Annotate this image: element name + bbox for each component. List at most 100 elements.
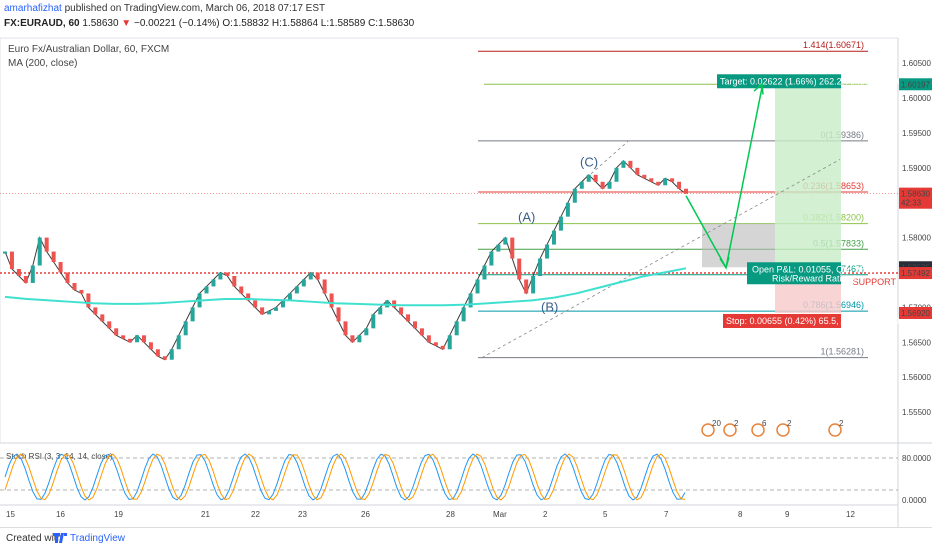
price-tick-label: 1.55500 — [902, 408, 931, 417]
price-candle — [121, 335, 126, 339]
price-axis-badge — [899, 306, 932, 319]
price-candle — [496, 244, 501, 252]
price-candle — [37, 237, 42, 266]
price-candle — [280, 300, 285, 308]
price-candle — [308, 272, 313, 280]
price-candle — [267, 310, 272, 315]
price-candle — [315, 272, 320, 280]
price-candle — [51, 251, 56, 263]
price-candle — [426, 335, 431, 343]
price-tick-label: 1.60500 — [902, 59, 931, 68]
price-candle — [135, 335, 140, 343]
tradingview-logo-icon — [53, 533, 67, 543]
price-tick-label: 1.59500 — [902, 129, 931, 138]
rr-label: Risk/Reward Ratio: 4 — [772, 273, 857, 283]
price-candle — [538, 258, 543, 276]
price-candle — [79, 289, 84, 294]
published-text: published on TradingView.com, March 06, … — [64, 3, 326, 14]
price-candle — [565, 202, 570, 217]
price-candle — [253, 300, 258, 308]
price-candle — [649, 178, 654, 182]
price-candle — [9, 251, 14, 270]
event-count: 2 — [839, 419, 844, 428]
price-candle — [3, 251, 7, 254]
ma-series-line — [4, 267, 687, 307]
fib-level-label: 0(1.59386) — [820, 130, 864, 140]
price-candle — [301, 279, 306, 287]
stop-label: Stop: 0.00655 (0.42%) 65.5, Amount: 750.… — [726, 316, 904, 326]
price-candle — [294, 286, 299, 294]
price-candle — [107, 321, 112, 329]
price-candle — [86, 293, 91, 308]
event-icon — [828, 423, 842, 437]
price-candle — [475, 279, 480, 294]
time-tick-label: 26 — [361, 510, 370, 519]
price-candle — [58, 262, 63, 273]
time-tick-label: 23 — [298, 510, 307, 519]
price-tick-label: 1.56000 — [902, 373, 931, 382]
price-candle — [524, 279, 529, 294]
price-candle — [531, 275, 536, 294]
time-tick-label: 19 — [114, 510, 123, 519]
time-tick-label: 9 — [785, 510, 790, 519]
projection-arrowhead — [753, 82, 764, 95]
time-tick-label: 7 — [664, 510, 669, 519]
trendline — [481, 159, 841, 358]
chart-legend: Euro Fx/Australian Dollar, 60, FXCM MA (… — [8, 43, 169, 71]
price-candle — [489, 251, 494, 266]
price-candle — [433, 342, 438, 346]
price-candle — [336, 307, 341, 322]
stoch-d-line — [4, 453, 686, 501]
price-candle — [287, 293, 292, 301]
price-candle — [16, 269, 21, 276]
price-candle — [350, 335, 355, 343]
price-candle — [468, 293, 473, 308]
price-candle — [93, 307, 98, 315]
price-candle — [545, 244, 550, 259]
price-candle — [274, 307, 279, 311]
price-candle — [440, 345, 445, 350]
price-candle — [190, 307, 195, 322]
price-candle — [162, 356, 167, 360]
price-candle — [72, 282, 77, 290]
price-candle — [503, 237, 508, 245]
projection-arrowhead — [719, 256, 730, 270]
time-tick-label: 15 — [6, 510, 15, 519]
price-candle — [218, 272, 223, 280]
pl-label: Open P&L: 0.01055, Qty: 38167 — [752, 264, 880, 274]
price-chart[interactable]: 1.605001.600001.595001.590001.585001.580… — [0, 0, 932, 527]
price-candle — [23, 275, 28, 283]
price-axis-badge-text: 42:33 — [901, 199, 922, 208]
price-axis-badge — [899, 187, 932, 200]
support-label: SUPPORT — [853, 277, 897, 287]
price-change: −0.00221 (−0.14%) — [133, 18, 220, 29]
price-candle — [232, 275, 237, 287]
price-candle — [114, 328, 119, 336]
price-candle — [204, 286, 209, 294]
price-candle — [65, 272, 70, 283]
price-candle — [44, 237, 49, 252]
price-candle — [621, 160, 626, 168]
price-candle — [148, 342, 153, 350]
down-arrow-icon: ▼ — [121, 18, 132, 29]
event-count: 2 — [787, 419, 792, 428]
price-candle — [225, 272, 230, 276]
author-link[interactable]: amarhafizhat — [4, 3, 62, 14]
wave-label: (C) — [580, 154, 598, 169]
ma-label: MA (200, close) — [8, 58, 78, 69]
price-candle — [517, 258, 522, 280]
target-zone — [775, 84, 841, 268]
price-candle — [100, 314, 105, 322]
wave-label: (A) — [518, 210, 535, 225]
price-axis-badge — [899, 196, 932, 209]
price-candle — [141, 335, 146, 343]
price-candle — [572, 188, 577, 203]
price-candle — [329, 293, 334, 308]
price-candle — [392, 300, 397, 308]
tradingview-brand[interactable]: TradingView — [70, 533, 126, 544]
price-candle — [628, 160, 633, 168]
event-icon — [701, 423, 715, 437]
price-tick-label: 1.59000 — [902, 164, 931, 173]
price-candle — [510, 237, 515, 259]
price-candle — [406, 314, 411, 322]
